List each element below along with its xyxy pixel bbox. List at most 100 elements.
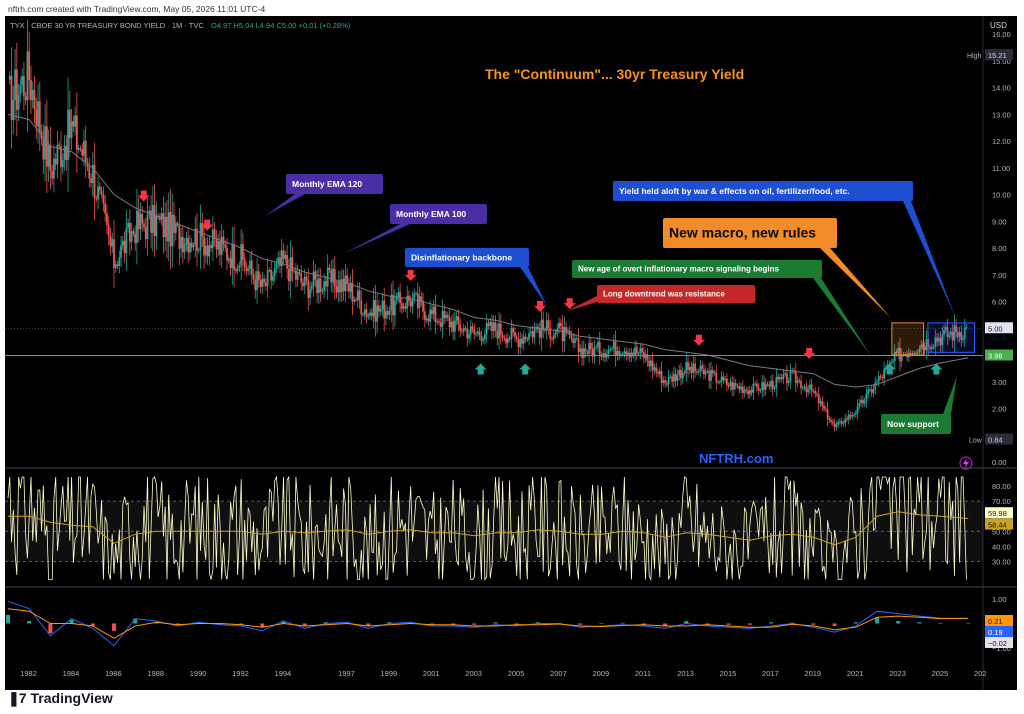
candle-body (565, 327, 568, 332)
candle-body (30, 80, 32, 101)
candle-body (568, 330, 571, 335)
candle-body (706, 370, 709, 372)
candle-body (955, 325, 958, 333)
candle-body (367, 315, 370, 317)
candle-body (830, 419, 832, 422)
candle-body (589, 342, 592, 349)
macd-histogram-bar (493, 622, 498, 624)
macd-histogram-bar (217, 623, 222, 625)
candle-body (325, 281, 327, 287)
candle-body (316, 279, 319, 293)
rsi-line (7, 475, 967, 581)
candle-body (900, 354, 903, 362)
candle-body (120, 245, 122, 258)
candle-body (612, 341, 615, 349)
candle-body (496, 330, 499, 339)
candle-body (680, 370, 682, 379)
time-tick-label: 1988 (147, 669, 164, 678)
candle-body (88, 166, 91, 179)
candle-body (575, 338, 578, 340)
candle-body (196, 228, 198, 252)
candle-body (261, 278, 264, 288)
candle-body (653, 367, 656, 371)
candle-body (847, 414, 850, 420)
macd-signal-line (7, 608, 969, 639)
tradingview-logo[interactable]: ❚7 TradingView (8, 688, 113, 708)
support-tag-bg (985, 349, 1013, 361)
chart-frame[interactable]: TYX · CBOE 30 YR TREASURY BOND YIELD · 1… (5, 16, 1017, 690)
candle-body (489, 322, 492, 326)
candle-body (413, 293, 416, 299)
macd-signal-tag-bg (985, 615, 1013, 626)
price-tick-label: 12.00 (992, 137, 1011, 146)
candle-body (690, 366, 693, 373)
candle-body (506, 338, 509, 344)
macd-histogram-bar (620, 622, 625, 624)
candle-body (436, 321, 439, 323)
candle-body (305, 276, 308, 281)
candle-body (951, 331, 954, 341)
price-tick-label: 14.00 (992, 84, 1011, 93)
candle-body (376, 305, 379, 322)
time-tick-label: 2013 (677, 669, 694, 678)
candle-body (8, 75, 11, 80)
candle-body (19, 85, 22, 95)
candle-body (86, 162, 89, 167)
candle-body (485, 323, 488, 335)
candle-body (939, 337, 942, 346)
candle-body (521, 338, 523, 344)
candle-body (461, 330, 463, 332)
candle-body (106, 213, 108, 226)
candle-body (153, 205, 156, 236)
candle-body (824, 408, 827, 410)
candle-body (303, 276, 306, 287)
time-tick-label: 2003 (465, 669, 482, 678)
rsi-value-tag-bg (985, 507, 1013, 519)
support-callout: Now support (887, 419, 939, 429)
candle-body (159, 217, 161, 220)
candle-body (567, 330, 569, 332)
macd-line-tag-bg (985, 626, 1013, 637)
ema120-callout-pointer (265, 194, 305, 216)
candle-body (741, 386, 744, 394)
candle-body (464, 328, 467, 329)
candle-body (298, 271, 301, 274)
war-range-box (927, 322, 976, 353)
candle-body (639, 348, 642, 354)
candle-body (141, 213, 144, 224)
time-tick-label: 2009 (592, 669, 609, 678)
candle-body (295, 270, 297, 280)
candle-body (238, 265, 241, 269)
candle-body (794, 371, 797, 384)
candle-body (786, 373, 788, 384)
candle-body (796, 380, 799, 384)
candle-body (771, 381, 774, 390)
macd-histogram-bar (684, 621, 689, 624)
war-callout-box (613, 181, 913, 201)
macd-histogram-bar (196, 622, 201, 624)
candle-body (328, 267, 331, 270)
candle-body (68, 109, 71, 138)
candle-body (674, 373, 677, 381)
candle-body (321, 290, 324, 292)
candle-body (65, 145, 68, 161)
axes: TYX · CBOE 30 YR TREASURY BOND YIELD · 1… (10, 21, 1013, 678)
candle-body (220, 236, 223, 255)
chart-canvas[interactable]: TYX · CBOE 30 YR TREASURY BOND YIELD · 1… (5, 16, 1017, 690)
candle-body (720, 376, 723, 382)
candle-body (801, 387, 804, 389)
macd-histogram-bar (154, 622, 159, 624)
time-tick-label: 2021 (847, 669, 864, 678)
time-tick-label: 2017 (762, 669, 779, 678)
sell-arrow-icon (803, 347, 816, 359)
candle-body (224, 244, 227, 248)
buy-arrow-icon (474, 363, 487, 375)
candle-body (738, 386, 741, 390)
candle-body (944, 327, 947, 330)
candle-body (323, 281, 326, 291)
candle-body (627, 352, 629, 356)
candle-body (340, 279, 343, 293)
war-callout-pointer (903, 201, 955, 316)
support-callout-box (881, 414, 951, 434)
candle-body (127, 222, 130, 228)
